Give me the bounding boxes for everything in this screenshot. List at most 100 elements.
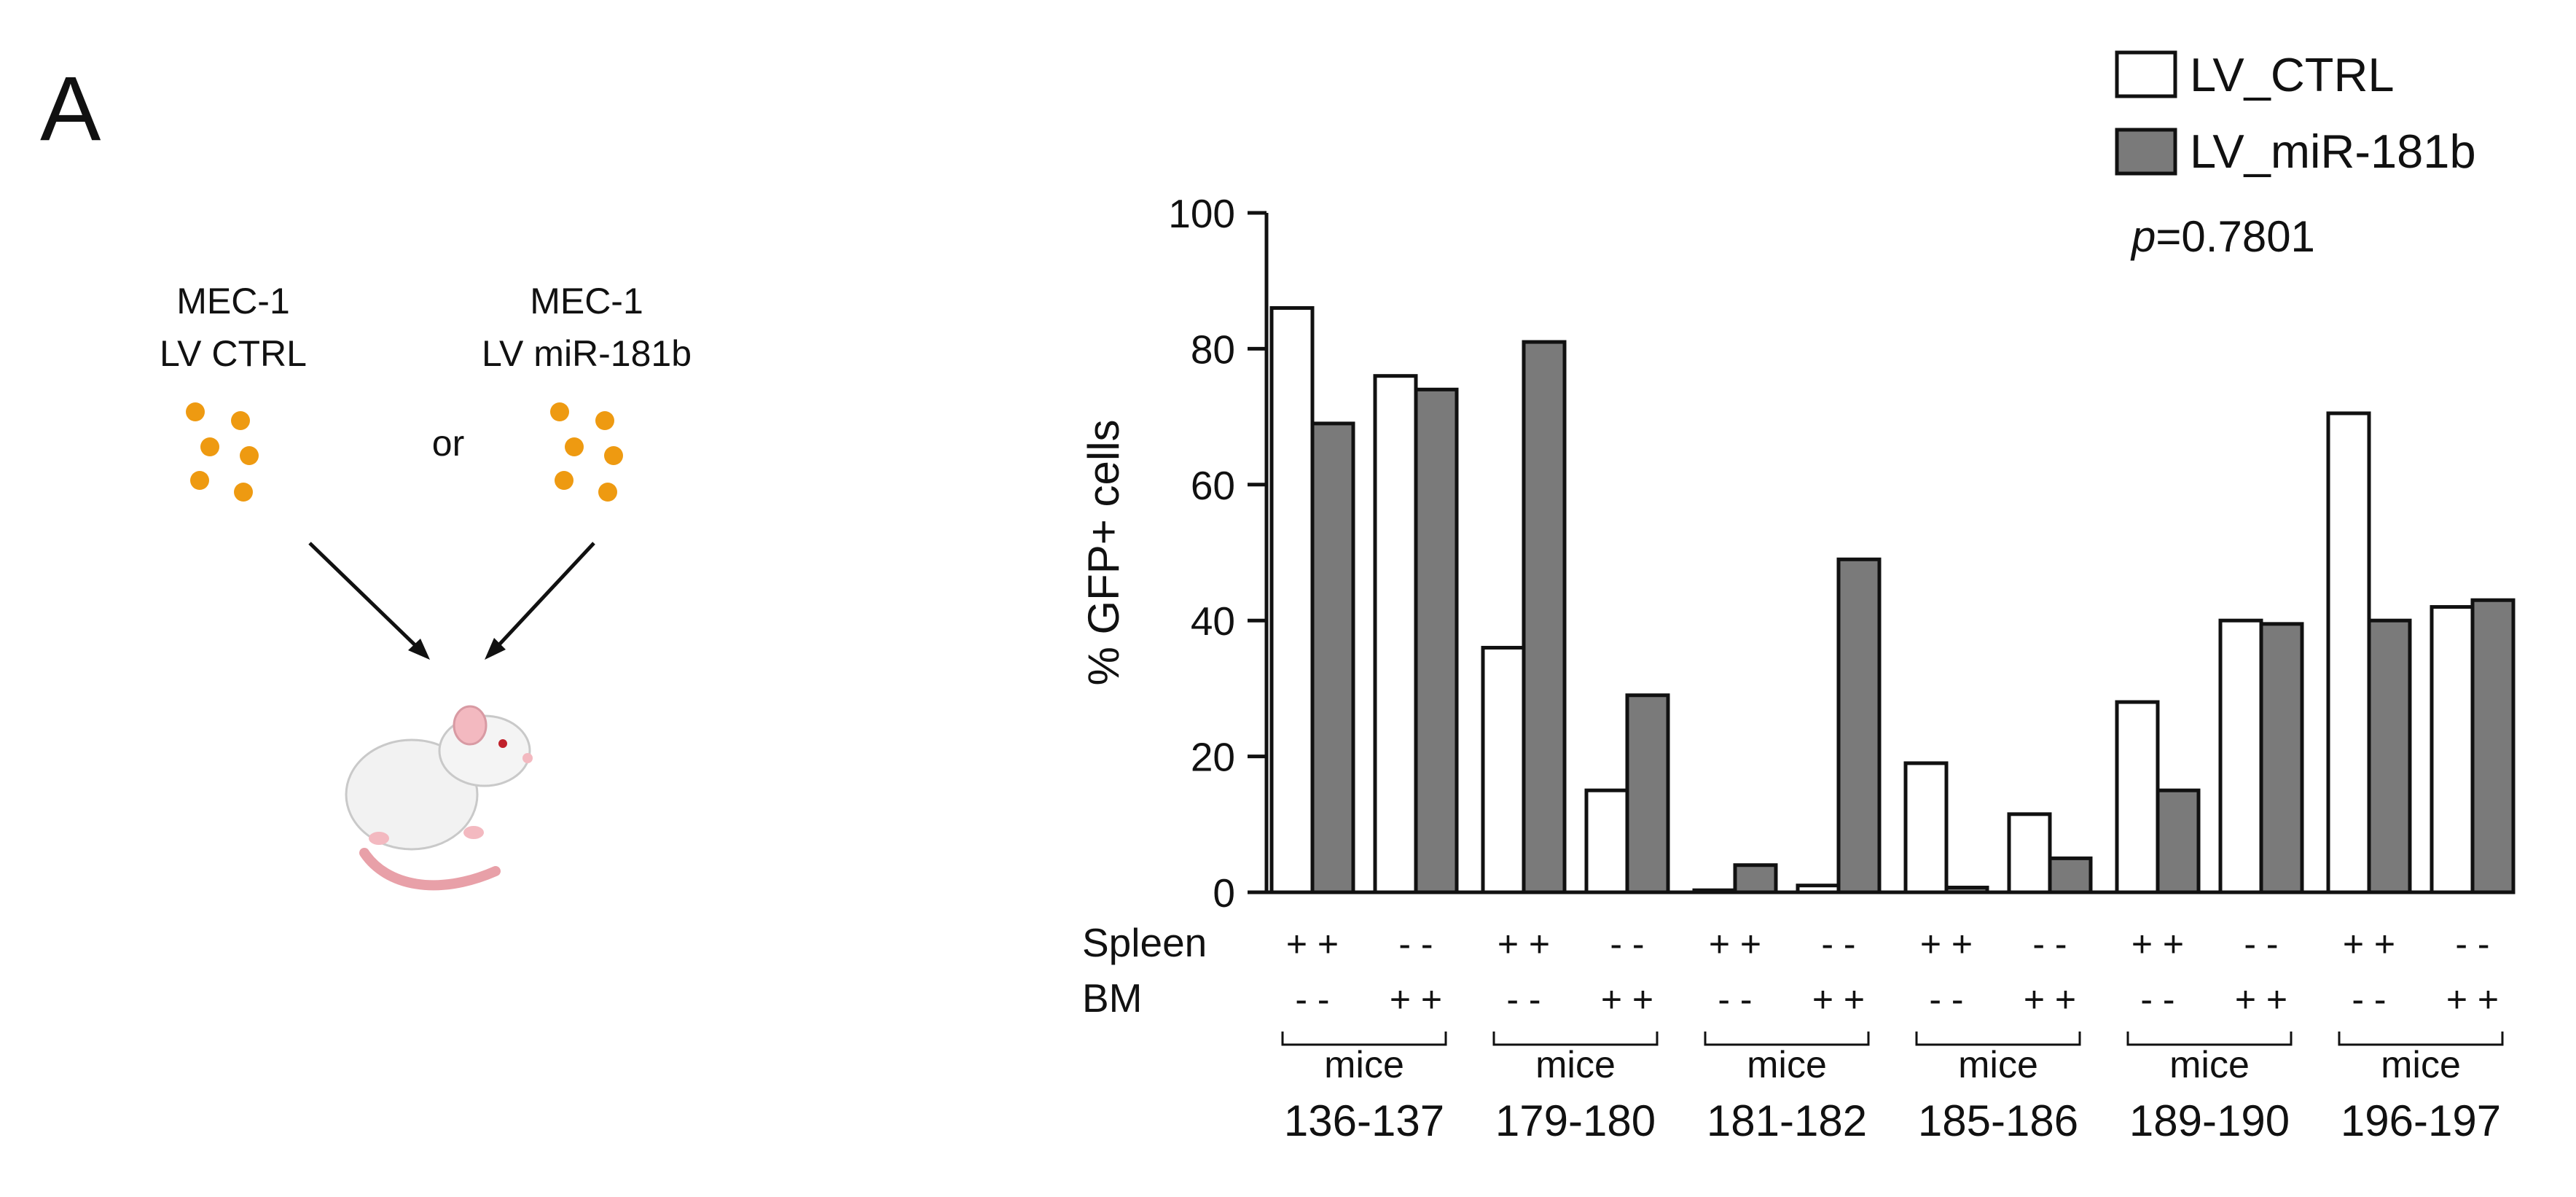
spleen-mark: + + <box>2343 924 2395 964</box>
group-name: 196-197 <box>2341 1096 2501 1145</box>
group-name: 179-180 <box>1495 1096 1656 1145</box>
spleen-mark: - - <box>2032 924 2067 964</box>
cell-dot <box>598 483 617 502</box>
bar-lv-mir-181b <box>2367 618 2412 894</box>
group-word: mice <box>1324 1044 1404 1086</box>
spleen-mark: - - <box>1398 924 1433 964</box>
spleen-mark: + + <box>1498 924 1550 964</box>
spleen-mark: + + <box>1709 924 1761 964</box>
mouse-icon <box>345 705 533 891</box>
or-text: or <box>432 423 464 464</box>
bar-lv-ctrl <box>2007 812 2052 894</box>
cell-dot <box>186 402 205 421</box>
cell-dot <box>595 411 614 430</box>
bar-lv-mir-181b <box>2048 856 2093 894</box>
bar-lv-ctrl <box>1903 761 1949 894</box>
panel-label: A <box>40 58 101 160</box>
bm-mark: - - <box>2140 979 2174 1020</box>
cell-dot <box>190 471 209 490</box>
bar-lv-mir-181b <box>1522 340 1567 894</box>
group-name: 189-190 <box>2129 1096 2290 1145</box>
arrow-left-line <box>308 542 424 654</box>
bar-lv-mir-181b <box>1414 387 1459 894</box>
group-word: mice <box>1535 1044 1616 1086</box>
y-tick-label: 0 <box>1213 870 1235 916</box>
spleen-mark: + + <box>2131 924 2184 964</box>
cell-dot <box>604 446 623 465</box>
bm-mark: - - <box>1929 979 1963 1020</box>
spleen-mark: - - <box>1821 924 1855 964</box>
bar-lv-ctrl <box>1373 374 1418 894</box>
cell-dot <box>240 446 259 465</box>
bar-lv-ctrl <box>2218 618 2263 894</box>
cell-dot <box>550 402 569 421</box>
bm-mark: + + <box>1812 979 1865 1020</box>
cell-dot <box>200 437 219 456</box>
condition-marks: + + - - - - + + + + - - - - + + + + - - - - + + + + -… <box>1286 924 2499 1020</box>
arrow-right-head <box>485 638 506 660</box>
y-axis-label: % GFP+ cells <box>1079 419 1128 685</box>
bm-mark: + + <box>2446 979 2499 1020</box>
left-label-line1: MEC-1 <box>176 281 290 321</box>
bars-layer <box>1269 305 2516 894</box>
legend-swatch-ctrl <box>2115 50 2177 98</box>
spleen-mark: + + <box>1920 924 1973 964</box>
cell-dot <box>234 483 253 502</box>
group-name: 136-137 <box>1284 1096 1444 1145</box>
bm-mark: + + <box>1390 979 1442 1020</box>
group-word: mice <box>2381 1044 2461 1086</box>
spleen-mark: + + <box>1286 924 1339 964</box>
bm-mark: - - <box>1295 979 1329 1020</box>
cell-dot <box>555 471 573 490</box>
bm-mark: - - <box>2352 979 2386 1020</box>
bar-lv-ctrl <box>1269 305 1315 894</box>
cell-dot <box>231 411 250 430</box>
group-bracket <box>2338 1032 2504 1046</box>
row-label-spleen: Spleen <box>1082 920 1207 965</box>
p-value-number: =0.7801 <box>2156 212 2315 261</box>
group-bracket <box>1492 1032 1659 1046</box>
cell-dot <box>565 437 584 456</box>
group-name: 181-182 <box>1707 1096 1867 1145</box>
bar-lv-mir-181b <box>2259 622 2304 894</box>
y-tick-label: 80 <box>1191 327 1235 372</box>
bar-lv-mir-181b <box>1310 421 1355 894</box>
group-bracket <box>1915 1032 2081 1046</box>
spleen-mark: - - <box>2244 924 2278 964</box>
spleen-mark: - - <box>2455 924 2489 964</box>
group-bracket <box>1281 1032 1447 1046</box>
bm-mark: - - <box>1718 979 1752 1020</box>
row-label-bm: BM <box>1082 975 1143 1021</box>
arrow-right-line <box>490 542 595 654</box>
y-tick-label: 100 <box>1168 191 1235 236</box>
group-word: mice <box>1747 1044 1827 1086</box>
bar-lv-mir-181b <box>2470 598 2516 894</box>
bm-mark: + + <box>2024 979 2076 1020</box>
bm-mark: + + <box>1601 979 1653 1020</box>
left-label-line2: LV CTRL <box>160 333 307 374</box>
p-value-annotation: p=0.7801 <box>2130 212 2315 261</box>
group-name: 185-186 <box>1918 1096 2078 1145</box>
bm-mark: - - <box>1506 979 1540 1020</box>
bar-chart: 0 20 40 60 80 100 % GFP+ cells Spleen BM + + -… <box>1079 48 2516 1145</box>
bm-mark: + + <box>2235 979 2287 1020</box>
group-word: mice <box>1958 1044 2038 1086</box>
bar-lv-mir-181b <box>2156 788 2201 894</box>
bar-lv-mir-181b <box>1733 863 1778 894</box>
bar-lv-ctrl <box>2115 700 2160 894</box>
p-value-symbol: p <box>2130 212 2156 261</box>
legend: LV_CTRL LV_miR-181b <box>2115 48 2476 178</box>
arrow-left-head <box>408 639 430 660</box>
right-label-line1: MEC-1 <box>530 281 643 321</box>
y-tick-label: 20 <box>1191 735 1235 780</box>
bar-lv-mir-181b <box>1836 557 1882 894</box>
bar-lv-ctrl <box>1584 788 1629 894</box>
bar-lv-ctrl <box>2430 605 2475 894</box>
cell-cluster-left <box>186 402 259 502</box>
legend-label-ctrl: LV_CTRL <box>2190 48 2395 101</box>
group-bracket <box>2126 1032 2293 1046</box>
y-ticks: 0 20 40 60 80 100 <box>1168 191 1267 916</box>
legend-swatch-mir <box>2115 128 2177 176</box>
bar-lv-ctrl <box>1481 645 1526 894</box>
